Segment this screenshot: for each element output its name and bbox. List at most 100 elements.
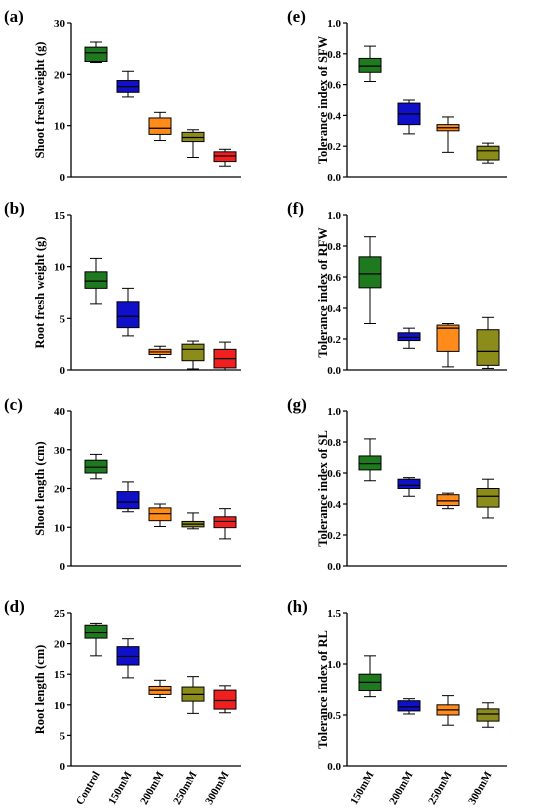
x-category-label: 250mM xyxy=(426,769,455,807)
panel-a: (a) Shoot fresh weight (g) 0 10 20 30 xyxy=(4,7,241,184)
box-3 xyxy=(436,492,460,510)
y-tick-label: 0.0 xyxy=(327,761,341,773)
box-4 xyxy=(181,676,205,714)
box-iqr xyxy=(116,301,140,329)
panel-c: (c) Shoot length (cm) 0 10 20 30 40 xyxy=(4,395,241,573)
y-tick-label: 10 xyxy=(54,262,66,274)
box-4 xyxy=(476,316,500,369)
y-tick-label: 20 xyxy=(54,484,66,496)
box-1 xyxy=(358,236,382,324)
box-iqr xyxy=(358,256,382,289)
y-tick-label: 0.6 xyxy=(327,468,341,480)
box-iqr xyxy=(397,332,421,342)
box-iqr xyxy=(436,324,460,352)
y-tick-label: 10 xyxy=(54,522,66,534)
box-1 xyxy=(84,41,108,64)
y-tick-label: 0.5 xyxy=(327,710,341,722)
y-tick-label: 0.4 xyxy=(327,499,341,511)
box-4 xyxy=(476,478,500,519)
y-tick-label: 15 xyxy=(54,669,66,681)
y-tick-label: 1.0 xyxy=(327,659,341,671)
y-tick-label: 1.0 xyxy=(327,18,341,30)
y-tick-label: 1.5 xyxy=(327,608,341,620)
box-4 xyxy=(181,340,205,370)
box-2 xyxy=(397,477,421,497)
x-category-label: 150mM xyxy=(348,769,377,807)
panel-label: (a) xyxy=(4,7,24,26)
box-iqr xyxy=(358,455,382,471)
y-tick-label: 0.6 xyxy=(327,272,341,284)
y-tick-label: 0.2 xyxy=(327,530,341,542)
box-3 xyxy=(148,503,172,527)
panel-label: (c) xyxy=(4,395,23,414)
panel-label: (g) xyxy=(287,395,307,414)
box-4 xyxy=(181,129,205,158)
box-1 xyxy=(84,622,108,657)
box-iqr xyxy=(397,700,421,712)
y-axis-title: Tolerance index of SL xyxy=(316,430,330,547)
y-tick-label: 1.0 xyxy=(327,210,341,222)
box-2 xyxy=(116,638,140,679)
box-iqr xyxy=(84,46,108,62)
box-iqr xyxy=(148,117,172,135)
box-iqr xyxy=(116,646,140,666)
y-tick-label: 0 xyxy=(60,561,66,573)
box-1 xyxy=(358,45,382,83)
panel-f: (f) Tolerance index of RFW 0.0 0.2 0.4 0.6 0.8… xyxy=(287,199,507,377)
y-tick-label: 25 xyxy=(54,608,66,620)
y-axis-title: Shoot length (cm) xyxy=(33,441,47,535)
box-iqr xyxy=(476,329,500,366)
box-3 xyxy=(436,695,460,726)
box-iqr xyxy=(213,689,237,710)
y-axis-title: Tolerance index of RL xyxy=(316,630,330,749)
y-axis-title: Root length (cm) xyxy=(33,645,47,735)
y-axis-title: Shoot fresh weight (g) xyxy=(33,42,47,159)
x-category-label: 300mM xyxy=(203,769,232,807)
panel-label: (b) xyxy=(4,199,25,218)
panel-label: (d) xyxy=(4,597,25,616)
box-2 xyxy=(397,327,421,349)
panel-b: (b) Root fresh weight (g) 0 5 10 15 xyxy=(4,199,241,377)
box-3 xyxy=(148,679,172,698)
y-tick-label: 5 xyxy=(60,313,66,325)
box-2 xyxy=(397,99,421,135)
y-tick-label: 20 xyxy=(54,639,66,651)
x-category-label: 150mM xyxy=(106,769,135,807)
y-tick-label: 0.4 xyxy=(327,303,341,315)
y-tick-label: 15 xyxy=(54,210,66,222)
y-tick-label: 10 xyxy=(54,700,66,712)
y-axis-title: Tolerance index of SFW xyxy=(316,35,330,164)
y-tick-label: 0.0 xyxy=(327,561,341,573)
box-5 xyxy=(213,341,237,371)
panel-label: (h) xyxy=(287,597,308,616)
y-axis-title: Root fresh weight (g) xyxy=(33,237,47,349)
y-tick-label: 0.4 xyxy=(327,110,341,122)
box-3 xyxy=(148,111,172,142)
box-2 xyxy=(116,287,140,337)
box-iqr xyxy=(116,491,140,510)
y-tick-label: 30 xyxy=(54,445,66,457)
y-tick-label: 0.8 xyxy=(327,241,341,253)
box-2 xyxy=(397,698,421,715)
x-category-label: 250mM xyxy=(171,769,200,807)
box-3 xyxy=(436,323,460,368)
y-tick-label: 0.2 xyxy=(327,334,341,346)
box-2 xyxy=(116,70,140,98)
panel-e: (e) Tolerance index of SFW 0.0 0.2 0.4 0.6 0.8… xyxy=(287,7,507,184)
y-tick-label: 0 xyxy=(60,365,66,377)
y-tick-label: 0.8 xyxy=(327,437,341,449)
box-5 xyxy=(213,148,237,167)
box-iqr xyxy=(476,488,500,508)
y-tick-label: 30 xyxy=(54,18,66,30)
panel-g: (g) Tolerance index of SL 0.0 0.2 0.4 0.6 0.8 1… xyxy=(287,395,507,573)
y-tick-label: 20 xyxy=(54,69,66,81)
y-tick-label: 0.0 xyxy=(327,172,341,184)
y-tick-label: 40 xyxy=(54,406,66,418)
box-iqr xyxy=(213,151,237,163)
box-1 xyxy=(84,257,108,305)
y-tick-label: 1.0 xyxy=(327,406,341,418)
box-4 xyxy=(476,702,500,728)
x-category-label: Control xyxy=(74,770,103,808)
x-category-label: 200mM xyxy=(387,769,416,807)
